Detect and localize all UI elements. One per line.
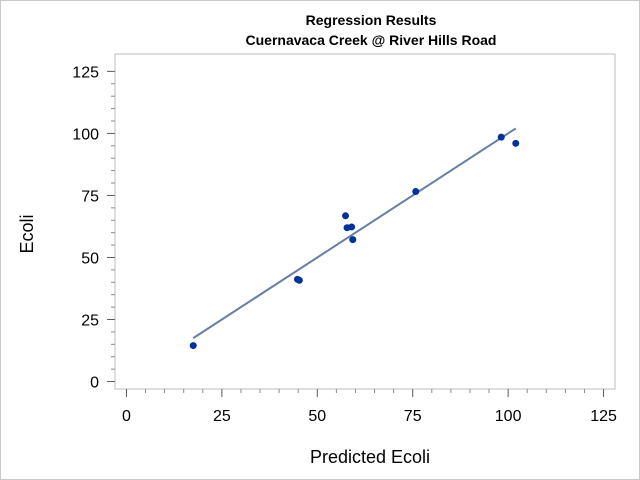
plot-area <box>114 53 616 390</box>
data-point <box>342 212 350 220</box>
y-tick-label: 50 <box>81 250 99 267</box>
points-layer <box>189 133 520 350</box>
x-axis: 0 25 50 75 100 125 <box>122 389 617 425</box>
x-tick-label: 50 <box>308 408 326 425</box>
data-point <box>512 139 520 147</box>
fit-line-layer <box>192 127 517 339</box>
data-point <box>349 236 357 244</box>
y-tick-label: 0 <box>90 375 99 392</box>
data-point <box>189 342 197 350</box>
regression-fit-line <box>192 127 517 339</box>
y-tick-label: 100 <box>72 126 99 143</box>
data-point <box>497 133 505 141</box>
x-tick-label: 125 <box>590 408 617 425</box>
x-axis-label: Predicted Ecoli <box>310 447 430 467</box>
x-tick-label: 75 <box>404 408 422 425</box>
chart-subtitle: Cuernavaca Creek @ River Hills Road <box>246 32 497 48</box>
y-tick-label: 125 <box>72 64 99 81</box>
x-tick-label: 100 <box>495 408 522 425</box>
y-tick-label: 75 <box>81 188 99 205</box>
data-point <box>295 276 303 284</box>
data-point <box>412 187 420 195</box>
y-tick-label: 25 <box>81 313 99 330</box>
data-point <box>348 223 356 231</box>
x-tick-label: 25 <box>213 408 231 425</box>
y-axis-label: Ecoli <box>17 214 37 253</box>
y-axis: 0 25 50 75 100 125 <box>72 64 115 392</box>
x-tick-label: 0 <box>122 408 131 425</box>
chart-title: Regression Results <box>306 12 437 28</box>
